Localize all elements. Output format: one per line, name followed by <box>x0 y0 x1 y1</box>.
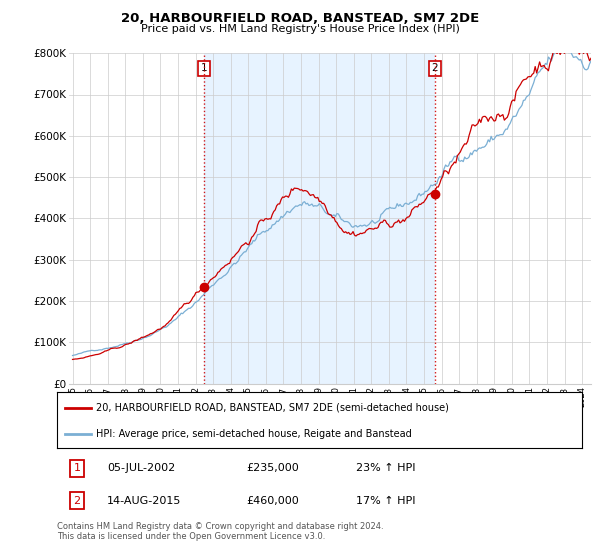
Text: £235,000: £235,000 <box>246 464 299 473</box>
Text: £460,000: £460,000 <box>246 496 299 506</box>
Text: HPI: Average price, semi-detached house, Reigate and Banstead: HPI: Average price, semi-detached house,… <box>97 429 412 439</box>
Text: 1: 1 <box>201 63 208 73</box>
Bar <box>205 53 435 384</box>
Text: Contains HM Land Registry data © Crown copyright and database right 2024.
This d: Contains HM Land Registry data © Crown c… <box>57 522 383 542</box>
Text: 2: 2 <box>431 63 438 73</box>
Text: 14-AUG-2015: 14-AUG-2015 <box>107 496 181 506</box>
Text: 1: 1 <box>73 464 80 473</box>
Text: 05-JUL-2002: 05-JUL-2002 <box>107 464 175 473</box>
Text: 20, HARBOURFIELD ROAD, BANSTEAD, SM7 2DE (semi-detached house): 20, HARBOURFIELD ROAD, BANSTEAD, SM7 2DE… <box>97 403 449 413</box>
Text: 23% ↑ HPI: 23% ↑ HPI <box>356 464 416 473</box>
Text: 17% ↑ HPI: 17% ↑ HPI <box>356 496 416 506</box>
Text: Price paid vs. HM Land Registry's House Price Index (HPI): Price paid vs. HM Land Registry's House … <box>140 24 460 34</box>
Text: 2: 2 <box>73 496 80 506</box>
Text: 20, HARBOURFIELD ROAD, BANSTEAD, SM7 2DE: 20, HARBOURFIELD ROAD, BANSTEAD, SM7 2DE <box>121 12 479 25</box>
